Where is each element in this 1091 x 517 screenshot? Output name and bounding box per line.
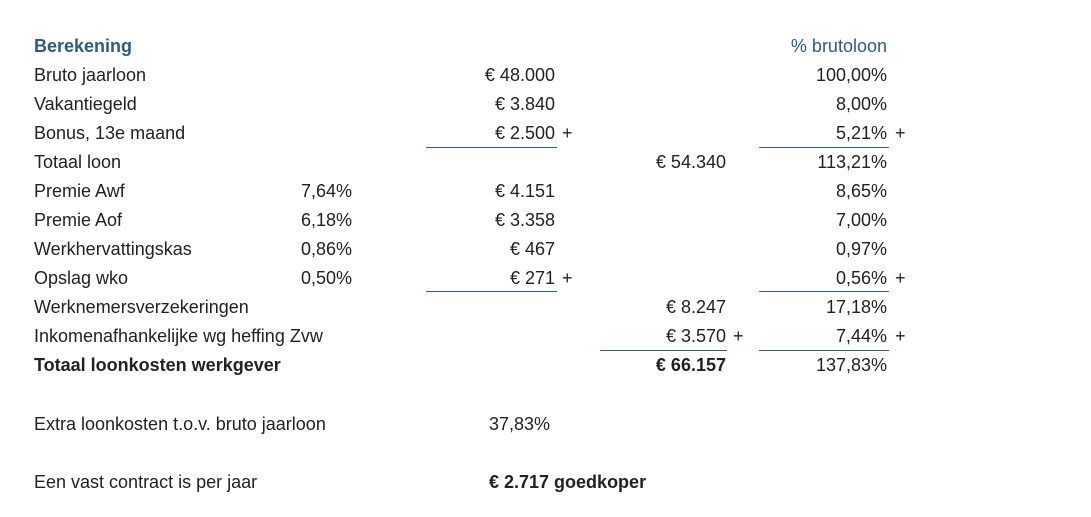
amount: € 467 bbox=[509, 239, 555, 259]
percent: 8,65% bbox=[835, 181, 887, 201]
label: Opslag wko bbox=[34, 268, 129, 288]
note-value: € 2.717 goedkoper bbox=[489, 472, 647, 492]
label: Inkomenafhankelijke wg heffing Zvw bbox=[34, 326, 323, 346]
percent: 113,21% bbox=[817, 152, 887, 172]
rate: 0,86% bbox=[300, 239, 352, 259]
amount-sign: + bbox=[562, 123, 573, 143]
amount: € 271 bbox=[509, 268, 555, 288]
note-label: Extra loonkosten t.o.v. bruto jaarloon bbox=[34, 414, 326, 434]
label: Premie Aof bbox=[34, 210, 123, 230]
label: Bruto jaarloon bbox=[34, 65, 147, 85]
rate: 0,50% bbox=[300, 268, 352, 288]
label: Vakantiegeld bbox=[34, 94, 137, 114]
rate: 7,64% bbox=[300, 181, 352, 201]
percent: 7,00% bbox=[835, 210, 887, 230]
underline bbox=[600, 350, 727, 351]
total: € 54.340 bbox=[655, 152, 726, 172]
total-sign: + bbox=[733, 326, 744, 346]
percent: 5,21% bbox=[835, 123, 887, 143]
note-value: 37,83% bbox=[489, 414, 551, 434]
total-total: € 66.157 bbox=[655, 355, 726, 375]
percent: 0,97% bbox=[835, 239, 887, 259]
total-percent: 137,83% bbox=[815, 355, 887, 375]
percent: 8,00% bbox=[835, 94, 887, 114]
percent-sign: + bbox=[895, 326, 906, 346]
percent: 7,44% bbox=[835, 326, 887, 346]
amount-sign: + bbox=[562, 268, 573, 288]
amount: € 3.840 bbox=[494, 94, 555, 114]
underline bbox=[426, 147, 557, 148]
amount: € 4.151 bbox=[494, 181, 555, 201]
label: Premie Awf bbox=[34, 181, 125, 201]
percent-sign: + bbox=[895, 123, 906, 143]
total: € 3.570 bbox=[665, 326, 726, 346]
label: Totaal loon bbox=[34, 152, 122, 172]
label: Werknemersverzekeringen bbox=[34, 297, 249, 317]
label: Werkhervattingskas bbox=[34, 239, 192, 259]
underline bbox=[759, 291, 889, 292]
label: Bonus, 13e maand bbox=[34, 123, 186, 143]
percent-heading: % brutoloon bbox=[790, 36, 887, 56]
note-label: Een vast contract is per jaar bbox=[34, 472, 258, 492]
percent: 0,56% bbox=[835, 268, 887, 288]
total: € 8.247 bbox=[665, 297, 726, 317]
underline bbox=[759, 147, 889, 148]
underline bbox=[426, 291, 557, 292]
percent-sign: + bbox=[895, 268, 906, 288]
amount: € 3.358 bbox=[494, 210, 555, 230]
amount: € 2.500 bbox=[494, 123, 555, 143]
percent: 17,18% bbox=[825, 297, 887, 317]
underline bbox=[759, 350, 889, 351]
rate: 6,18% bbox=[300, 210, 352, 230]
title: Berekening bbox=[34, 36, 133, 56]
total-label: Totaal loonkosten werkgever bbox=[34, 355, 281, 375]
percent: 100,00% bbox=[815, 65, 887, 85]
amount: € 48.000 bbox=[484, 65, 555, 85]
